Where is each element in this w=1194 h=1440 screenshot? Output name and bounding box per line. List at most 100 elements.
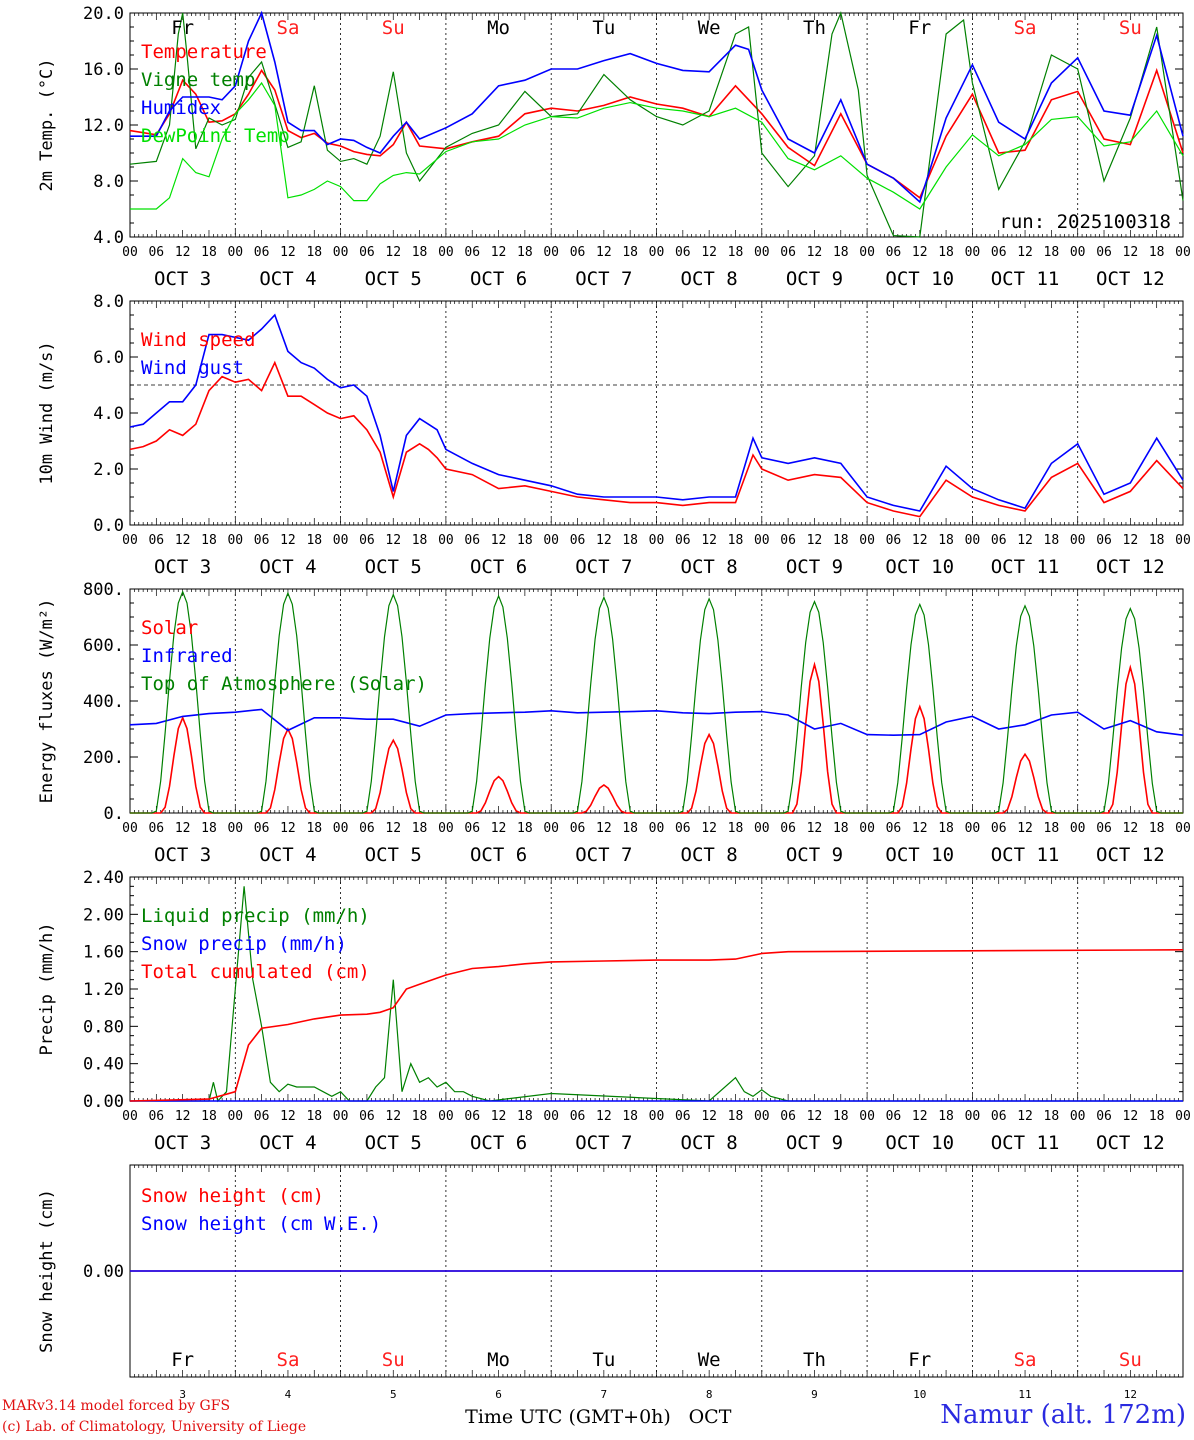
- date-label: OCT 11: [991, 268, 1060, 290]
- legend-entry: Temperature: [141, 41, 267, 63]
- series-line: [129, 360, 1184, 518]
- hour-label: 12: [1123, 245, 1139, 260]
- hour-label: 00: [438, 821, 454, 836]
- hour-label: 18: [1149, 245, 1165, 260]
- hour-label: 00: [122, 245, 138, 260]
- legend-entry: Vigne temp: [141, 69, 255, 91]
- date-label: OCT 12: [1096, 268, 1165, 290]
- hour-label: 00: [965, 1109, 981, 1124]
- date-label: OCT 12: [1096, 1132, 1165, 1154]
- date-label: OCT 9: [786, 556, 843, 578]
- y-tick-label: 0.0: [93, 516, 124, 536]
- hour-label: 12: [912, 1109, 928, 1124]
- lab-credit: (c) Lab. of Climatology, University of L…: [2, 1419, 307, 1435]
- hour-label: 18: [412, 245, 428, 260]
- hour-label: 00: [227, 1109, 243, 1124]
- hour-label: 06: [148, 533, 164, 548]
- date-label: OCT 6: [470, 268, 527, 290]
- hour-label: 00: [227, 533, 243, 548]
- legend-entry: Solar: [141, 617, 198, 639]
- legend-entry: DewPoint Temp: [141, 125, 290, 147]
- hour-label: 18: [1044, 1109, 1060, 1124]
- hour-label: 18: [833, 533, 849, 548]
- hour-label: 18: [517, 821, 533, 836]
- y-tick-label: 800.: [83, 580, 124, 600]
- date-label: OCT 9: [786, 1132, 843, 1154]
- hour-label: 12: [701, 821, 717, 836]
- hour-label: 12: [1017, 245, 1033, 260]
- hour-label: 18: [412, 533, 428, 548]
- hour-label: 06: [464, 821, 480, 836]
- hour-label: 18: [938, 533, 954, 548]
- hour-label: 00: [859, 245, 875, 260]
- legend-entry: Total cumulated (cm): [141, 961, 370, 983]
- hour-label: 06: [991, 533, 1007, 548]
- hour-label: 12: [280, 245, 296, 260]
- series-line: [130, 81, 1184, 210]
- hour-label: 00: [543, 821, 559, 836]
- hour-label: 00: [649, 1109, 665, 1124]
- hour-label: 00: [649, 245, 665, 260]
- hour-label: 00: [965, 533, 981, 548]
- hour-label: 06: [464, 1109, 480, 1124]
- y-tick-label: 20.0: [83, 4, 124, 24]
- hour-label: 12: [807, 245, 823, 260]
- hour-label: 06: [464, 245, 480, 260]
- hour-label: 06: [570, 533, 586, 548]
- date-label: OCT 3: [154, 844, 211, 866]
- date-label: OCT 5: [365, 844, 422, 866]
- weekday-label: Fr: [908, 17, 931, 39]
- date-label: OCT 10: [885, 844, 954, 866]
- model-credit: MARv3.14 model forced by GFS: [2, 1398, 231, 1414]
- hour-label: 00: [122, 821, 138, 836]
- hour-label: 12: [385, 245, 401, 260]
- weekday-label-bottom: Th: [803, 1349, 826, 1371]
- hour-label: 00: [333, 533, 349, 548]
- hour-label: 06: [991, 245, 1007, 260]
- legend-entry: Liquid precip (mm/h): [141, 905, 370, 927]
- hour-label: 12: [807, 821, 823, 836]
- weekday-label: Tu: [592, 17, 615, 39]
- series-line: [129, 708, 1184, 737]
- date-label: OCT 4: [259, 844, 316, 866]
- date-label: OCT 8: [681, 556, 738, 578]
- day-number-label: 11: [1018, 1388, 1031, 1401]
- day-number-label: 6: [495, 1388, 502, 1401]
- hour-label: 00: [965, 821, 981, 836]
- y-tick-label: 8.0: [93, 172, 124, 192]
- hour-label: 18: [306, 533, 322, 548]
- hour-label: 18: [938, 821, 954, 836]
- hour-label: 00: [543, 1109, 559, 1124]
- y-tick-label: 2.00: [83, 905, 124, 925]
- date-label: OCT 6: [470, 844, 527, 866]
- date-label: OCT 4: [259, 1132, 316, 1154]
- hour-label: 18: [833, 821, 849, 836]
- series-line: [130, 886, 1183, 1103]
- legend-entry: Wind gust: [141, 357, 244, 379]
- date-label: OCT 5: [365, 1132, 422, 1154]
- hour-label: 00: [965, 245, 981, 260]
- hour-label: 18: [201, 821, 217, 836]
- weekday-label-bottom: Sa: [277, 1349, 300, 1371]
- y-axis-title: 2m Temp. (°C): [37, 58, 57, 191]
- date-label: OCT 3: [154, 1132, 211, 1154]
- hour-label: 00: [649, 533, 665, 548]
- panel-4: [129, 876, 1184, 1103]
- hour-label: 06: [570, 245, 586, 260]
- y-tick-label: 2.0: [93, 460, 124, 480]
- hour-label: 12: [491, 245, 507, 260]
- hour-label: 12: [280, 821, 296, 836]
- y-tick-label: 0.00: [83, 1092, 124, 1112]
- date-label: OCT 8: [681, 844, 738, 866]
- hour-label: 00: [859, 821, 875, 836]
- date-label: OCT 12: [1096, 556, 1165, 578]
- weekday-label-bottom: Fr: [171, 1349, 194, 1371]
- hour-label: 00: [649, 821, 665, 836]
- hour-label: 18: [201, 245, 217, 260]
- hour-label: 12: [175, 821, 191, 836]
- hour-label: 00: [333, 1109, 349, 1124]
- hour-label: 18: [622, 821, 638, 836]
- hour-label: 00: [333, 245, 349, 260]
- hour-label: 12: [701, 1109, 717, 1124]
